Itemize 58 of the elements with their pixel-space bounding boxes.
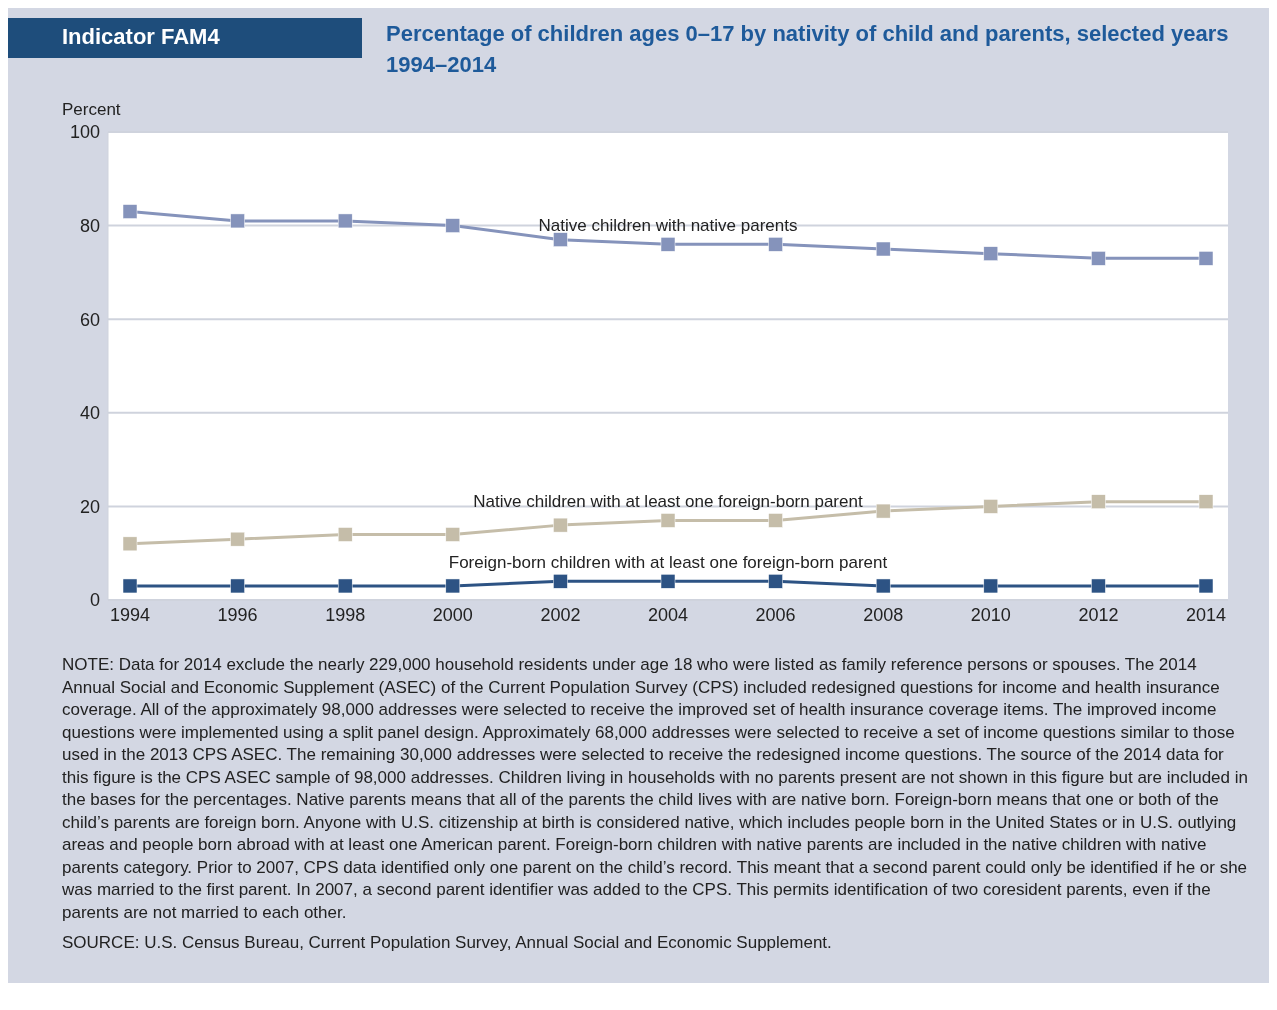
point	[230, 531, 245, 547]
series-label: Foreign-born children with at least one foreign-born parent	[448, 553, 888, 573]
y-tick-label: 80	[79, 215, 100, 236]
y-tick-label: 60	[79, 309, 100, 330]
point	[983, 578, 999, 594]
chart-title: Percentage of children ages 0–17 by nativity of child and parents, selected years 1994–2014	[386, 20, 1230, 79]
point	[983, 246, 999, 261]
x-tick-label: 2012	[1078, 604, 1119, 625]
x-tick-label: 2000	[432, 604, 473, 625]
point	[445, 527, 461, 542]
point	[875, 241, 891, 257]
y-tick-label: 0	[89, 590, 100, 611]
x-tick-label: 2008	[863, 604, 904, 625]
y-tick-label: 100	[69, 122, 100, 143]
point	[660, 574, 676, 589]
series-label: Native children with at least one foreign-born parent	[473, 492, 863, 512]
point	[122, 578, 138, 594]
x-tick-label: 2002	[540, 604, 581, 625]
point	[553, 574, 568, 589]
x-tick-label: 1998	[325, 604, 366, 625]
point	[122, 204, 138, 219]
y-axis-title: Percent	[62, 100, 122, 120]
point	[553, 517, 568, 533]
point	[230, 213, 245, 229]
point	[445, 218, 461, 233]
x-tick-label: 2004	[647, 604, 689, 625]
x-tick-label: 1996	[217, 604, 258, 625]
source-note: SOURCE: U.S. Census Bureau, Current Population Survey, Annual Social and Economic Supplement.	[62, 932, 833, 954]
point	[1198, 494, 1214, 509]
point	[553, 232, 568, 247]
point	[768, 237, 783, 252]
x-tick-label: 2010	[970, 604, 1011, 625]
point	[1091, 494, 1106, 509]
y-tick-label: 20	[79, 496, 100, 517]
point	[660, 237, 676, 252]
text: Indicator FAM4	[8, 18, 362, 58]
point	[1091, 578, 1106, 594]
point	[1198, 578, 1214, 594]
x-tick-label: 2006	[755, 604, 796, 625]
point	[122, 536, 138, 552]
point	[230, 578, 245, 594]
point	[337, 527, 353, 542]
x-tick-label: 2014	[1185, 604, 1227, 625]
y-tick-label: 40	[79, 403, 100, 424]
point	[337, 578, 353, 594]
text: NOTE: Data for 2014 exclude the nearly 229,000 household residents under age 18 who were listed as family reference persons or spouses. The 2014 Annual Social and Economic Supplement (ASEC) of the Current Population Survey (CPS) included redesigned questions for income and health insurance coverage. All of the approximately 98,000 addresses were selected to receive the improved set of health insurance coverage items. The improved income questions were implemented using a split panel design. Approximately 68,000 addresses were selected to receive a set of income questions similar to those used in the 2013 CPS ASEC. The remaining 30,000 addresses were selected to receive the redesigned income questions. The source of the 2014 data for this figure is the CPS ASEC sample of 98,000 addresses. Children living in households with no parents present are not shown in this figure but are included in the bases for the percentages. Native parents means that all of the parents the child lives with are native born. Foreign-born means that one or both of the child’s parents are foreign born. Anyone with U.S. citizenship at birth is considered native, which includes people born in the United States or in U.S. outlying areas and people born abroad with at least one American parent. Foreign-born children with native parents are included in the native children with native parents category. Prior to 2007, CPS data identified only one parent on the child’s record. This meant that a second parent could only be identified if he or she was married to the first parent. In 2007, a second parent identifier was added to the CPS. This permits identification of two coresident parents, even if the parents are not married to each other.	[62, 655, 1248, 922]
point	[660, 513, 676, 528]
point	[768, 574, 783, 589]
point	[1091, 251, 1106, 266]
point	[1198, 251, 1214, 266]
point	[875, 503, 891, 519]
point	[983, 499, 999, 514]
point	[768, 513, 783, 528]
x-tick-label: 1994	[109, 604, 151, 625]
point	[445, 578, 461, 594]
point	[875, 578, 891, 594]
point	[337, 213, 353, 229]
series-label: Native children with native parents	[538, 216, 798, 236]
